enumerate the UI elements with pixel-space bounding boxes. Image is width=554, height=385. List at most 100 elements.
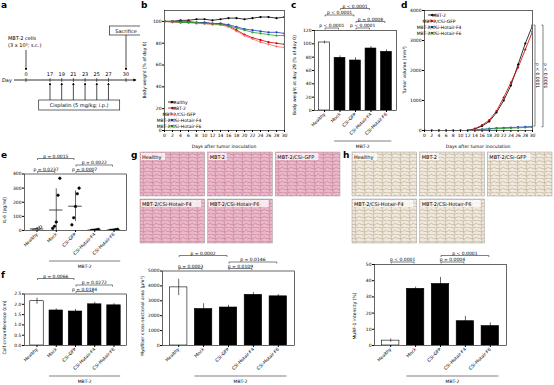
svg-text:Healthy: Healthy — [170, 100, 188, 105]
svg-text:p < 0.0001: p < 0.0001 — [390, 257, 415, 262]
svg-text:MBT-2: MBT-2 — [172, 106, 186, 111]
svg-text:p < 0.0001: p < 0.0001 — [350, 23, 375, 28]
svg-text:1000: 1000 — [410, 98, 422, 103]
svg-text:MBT-2/CSi-Hotair-F6: MBT-2/CSi-Hotair-F6 — [210, 201, 260, 207]
svg-text:MBT-2/CSi-Hotair-F4: MBT-2/CSi-Hotair-F4 — [142, 201, 192, 207]
svg-text:MBT-2/CSi-GFP: MBT-2/CSi-GFP — [277, 154, 314, 160]
svg-text:40: 40 — [306, 81, 312, 86]
svg-text:4: 4 — [437, 133, 440, 138]
svg-text:CSi-Hotair-F6: CSi-Hotair-F6 — [91, 232, 115, 256]
svg-text:Healthy: Healthy — [142, 154, 161, 161]
svg-text:16: 16 — [479, 133, 485, 138]
svg-text:MBT-2: MBT-2 — [446, 379, 460, 384]
svg-text:p = 0.0184: p = 0.0184 — [72, 287, 97, 292]
svg-text:p = 0.0015: p = 0.0015 — [43, 154, 68, 159]
svg-text:5000: 5000 — [148, 268, 160, 273]
svg-text:100: 100 — [153, 19, 162, 24]
svg-text:p < 0.0001: p < 0.0001 — [327, 10, 352, 15]
svg-text:2.0: 2.0 — [14, 302, 21, 307]
svg-text:IL-6 (pg/ml): IL-6 (pg/ml) — [2, 197, 7, 223]
svg-text:80: 80 — [306, 55, 312, 60]
svg-text:Tumor volume (mm³): Tumor volume (mm³) — [402, 46, 407, 95]
svg-text:0: 0 — [163, 133, 166, 138]
svg-text:MBT-2: MBT-2 — [432, 13, 446, 18]
svg-text:MBT-2/CSi-GFP: MBT-2/CSi-GFP — [162, 112, 195, 117]
svg-text:Mock: Mock — [46, 231, 58, 243]
svg-text:10: 10 — [458, 133, 464, 138]
svg-text:4000: 4000 — [410, 8, 422, 13]
svg-text:MBT-2 cells: MBT-2 cells — [8, 35, 37, 41]
svg-text:Days after tumor inoculation: Days after tumor inoculation — [192, 144, 257, 149]
svg-text:Body weight at day 29 (% of da: Body weight at day 29 (% of day 0) — [292, 35, 297, 115]
svg-text:CSi-Hotair-F6: CSi-Hotair-F6 — [91, 347, 115, 371]
svg-text:20: 20 — [366, 311, 372, 316]
svg-text:MBT-2/CSi-GFP: MBT-2/CSi-GFP — [422, 19, 455, 24]
svg-text:MBT-2: MBT-2 — [356, 144, 370, 149]
svg-text:MBT-2/CSi-Hotair-F4: MBT-2/CSi-Hotair-F4 — [417, 25, 462, 30]
svg-text:Calf circumference (cm): Calf circumference (cm) — [2, 300, 7, 354]
svg-text:0.0: 0.0 — [14, 343, 21, 348]
svg-text:25: 25 — [94, 71, 100, 77]
svg-text:CSi-Hotair-F6: CSi-Hotair-F6 — [364, 112, 388, 136]
svg-text:400: 400 — [13, 171, 22, 176]
svg-text:MBT-2: MBT-2 — [234, 379, 248, 384]
svg-text:22: 22 — [501, 133, 507, 138]
svg-text:CSi-GFP: CSi-GFP — [61, 231, 77, 247]
svg-text:12: 12 — [465, 133, 471, 138]
svg-text:0: 0 — [24, 71, 27, 77]
svg-text:0: 0 — [423, 133, 426, 138]
svg-text:MBT-2/CSi-Hotair-F6: MBT-2/CSi-Hotair-F6 — [157, 124, 202, 129]
svg-text:p < 0.0001: p < 0.0001 — [342, 4, 367, 9]
svg-text:16: 16 — [226, 133, 232, 138]
svg-text:CSi-Hotair-F4: CSi-Hotair-F4 — [231, 347, 255, 371]
svg-text:Cisplatin (5 mg/kg; i.p.): Cisplatin (5 mg/kg; i.p.) — [50, 102, 109, 109]
svg-text:6: 6 — [187, 133, 190, 138]
svg-text:p < 0.0001: p < 0.0001 — [535, 63, 540, 88]
svg-text:30: 30 — [123, 71, 129, 77]
svg-text:Healthy: Healthy — [310, 111, 326, 127]
svg-text:23: 23 — [82, 71, 88, 77]
svg-text:2: 2 — [171, 133, 174, 138]
svg-text:2000: 2000 — [410, 68, 422, 73]
svg-text:Mock: Mock — [405, 346, 417, 358]
svg-text:20: 20 — [242, 133, 248, 138]
svg-text:0: 0 — [159, 128, 162, 133]
svg-text:2.5: 2.5 — [14, 291, 21, 296]
svg-text:18: 18 — [486, 133, 492, 138]
svg-text:p < 0.0001: p < 0.0001 — [319, 23, 344, 28]
svg-text:14: 14 — [218, 133, 224, 138]
svg-text:30: 30 — [366, 294, 372, 299]
svg-text:Mock: Mock — [193, 346, 205, 358]
svg-text:200: 200 — [13, 200, 22, 205]
svg-text:Days after tumor inoculation: Days after tumor inoculation — [446, 144, 511, 149]
svg-text:100: 100 — [303, 41, 312, 46]
svg-text:CSi-Hotair-F6: CSi-Hotair-F6 — [468, 347, 492, 371]
svg-text:30: 30 — [282, 133, 288, 138]
svg-text:p = 0.0003: p = 0.0003 — [178, 264, 203, 269]
svg-text:120: 120 — [303, 28, 312, 33]
svg-text:6: 6 — [445, 133, 448, 138]
svg-text:20: 20 — [494, 133, 500, 138]
svg-text:1.0: 1.0 — [14, 322, 21, 327]
svg-text:80: 80 — [156, 41, 162, 46]
svg-text:0: 0 — [157, 343, 160, 348]
svg-text:CSi-GFP: CSi-GFP — [61, 346, 77, 362]
svg-text:MuRF-1 intensity (%): MuRF-1 intensity (%) — [352, 292, 357, 339]
svg-text:MBT-2: MBT-2 — [422, 154, 437, 160]
svg-text:0: 0 — [369, 343, 372, 348]
svg-text:1.5: 1.5 — [14, 312, 21, 317]
svg-text:CSi-GFP: CSi-GFP — [426, 346, 442, 362]
svg-text:Body weight (% of day 0): Body weight (% of day 0) — [142, 41, 147, 98]
svg-text:8: 8 — [452, 133, 455, 138]
svg-text:24: 24 — [258, 133, 264, 138]
svg-text:17: 17 — [47, 71, 53, 77]
svg-text:Mock: Mock — [46, 346, 58, 358]
svg-text:MBT-2: MBT-2 — [210, 154, 225, 160]
svg-text:p = 0.0002: p = 0.0002 — [190, 251, 215, 256]
svg-text:p < 0.0001: p < 0.0001 — [452, 251, 477, 256]
svg-text:22: 22 — [250, 133, 256, 138]
svg-text:4: 4 — [179, 133, 182, 138]
svg-text:Day: Day — [2, 77, 12, 84]
svg-text:26: 26 — [515, 133, 521, 138]
svg-text:Mock: Mock — [330, 111, 342, 123]
